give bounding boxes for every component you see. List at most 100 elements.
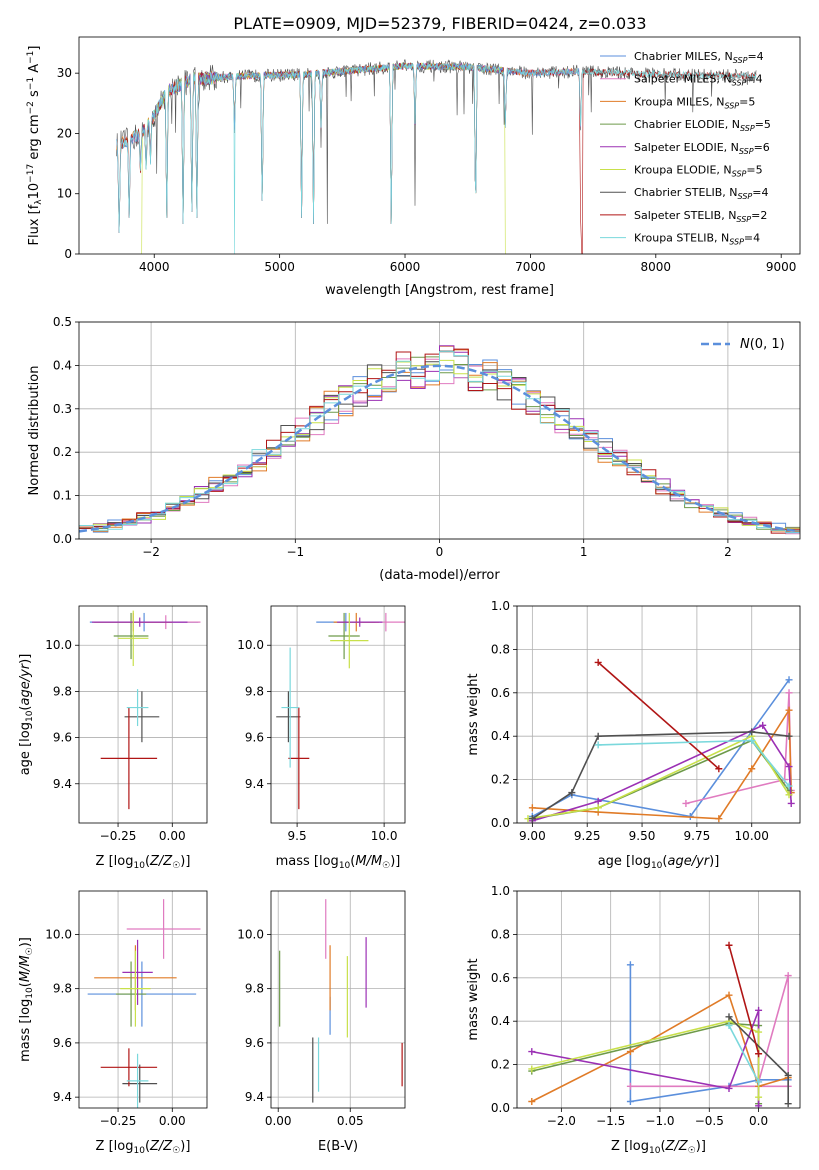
x-tick-label: −1.0 <box>645 1114 674 1128</box>
legend-entry: Kroupa STELIB, NSSP=4 <box>634 232 760 247</box>
weight-line <box>532 707 792 820</box>
x-tick-label: 1 <box>580 545 588 559</box>
weight-marker <box>725 991 733 999</box>
label-part: Salpeter MILES, N <box>634 73 732 86</box>
legend-entry: Chabrier STELIB, NSSP=4 <box>634 186 768 201</box>
label-part: 10 <box>651 861 663 871</box>
y-axis-label: age [log10(age/yr)] <box>18 654 35 776</box>
label-part: 10 <box>25 710 35 722</box>
label-part: s <box>27 90 42 101</box>
weight-marker <box>784 1100 792 1108</box>
weight-marker <box>528 804 536 812</box>
label-part: =4 <box>752 186 768 199</box>
axes-frame <box>270 890 406 1109</box>
weight-marker <box>785 791 793 799</box>
x-axis-label: Z [log10(Z/Z☉)] <box>611 1139 706 1156</box>
weight-marker <box>725 941 733 949</box>
x-tick-label: 9.50 <box>629 829 656 843</box>
legend-entry: Chabrier ELODIE, NSSP=5 <box>634 118 771 133</box>
plot-area <box>524 658 795 823</box>
label-part: SSP <box>729 238 744 247</box>
panel-mass_vs_EBV: 0.00 0.05 9.4 9.6 9.8 10.0 E(B-V) <box>237 890 406 1154</box>
weight-series-chabrier-stelib <box>528 728 793 823</box>
plot-area <box>116 59 757 254</box>
y-axis-label: Normed distribution <box>27 366 42 496</box>
label-part: age/yr <box>667 854 710 869</box>
label-part: N <box>740 337 750 352</box>
x-tick-label: 9000 <box>766 260 797 274</box>
label-part: SSP <box>740 124 755 133</box>
plot-area <box>79 345 800 539</box>
weight-marker <box>626 1097 634 1105</box>
weight-marker <box>755 1050 763 1058</box>
x-tick-label: 2 <box>724 545 732 559</box>
y-tick-label: 10.0 <box>45 638 72 652</box>
weight-marker <box>715 765 723 773</box>
x-axis-label: E(B-V) <box>318 1139 358 1154</box>
x-tick-label: −2 <box>142 545 160 559</box>
y-tick-label: 0.1 <box>53 489 72 503</box>
label-part: Z/Z <box>149 1139 173 1154</box>
weight-line <box>685 692 792 805</box>
label-part: SSP <box>736 215 751 224</box>
label-part: mass [log <box>276 854 339 869</box>
label-part: )] <box>696 1139 706 1154</box>
label-part: age/yr <box>18 662 33 705</box>
x-tick-label: 9.5 <box>288 829 307 843</box>
weight-line <box>532 679 790 818</box>
weight-series-salpeter-elodie <box>528 721 795 823</box>
axes-frame <box>270 605 406 824</box>
weight-marker <box>626 1082 634 1090</box>
label-part: A <box>27 64 42 77</box>
label-part: −1 <box>26 51 36 64</box>
axes-frame <box>78 321 801 540</box>
errorbar-chabrier-elodie <box>328 612 360 660</box>
weight-marker <box>594 732 602 740</box>
y-tick-label: 9.6 <box>245 731 264 745</box>
label-part: Chabrier STELIB, N <box>634 186 738 199</box>
label-part: SSP <box>738 192 753 201</box>
y-tick-label: 0.4 <box>491 1014 510 1028</box>
x-tick-label: 0 <box>436 545 444 559</box>
label-part: E(B-V) <box>318 1139 358 1154</box>
y-tick-label: 9.8 <box>245 684 264 698</box>
weight-line <box>728 945 760 1055</box>
weight-marker <box>528 1048 536 1056</box>
plot-area <box>279 899 403 1103</box>
legend-entry: Kroupa MILES, NSSP=5 <box>634 95 755 110</box>
label-part: ☉ <box>172 1146 180 1156</box>
x-tick-label: 7000 <box>515 260 546 274</box>
label-part: =5 <box>746 164 762 177</box>
errorbar-kroupa-elodie <box>330 612 369 669</box>
x-tick-label: 10.0 <box>371 829 398 843</box>
y-tick-label: 9.4 <box>53 777 72 791</box>
figure-title: PLATE=0909, MJD=52379, FIBERID=0424, z=0… <box>233 14 646 33</box>
weight-marker <box>528 815 536 823</box>
label-part: ( <box>145 1139 150 1154</box>
label-part: M/M <box>18 955 33 982</box>
label-part: 10 <box>25 987 35 999</box>
label-part: Z/Z <box>149 854 173 869</box>
y-tick-label: 9.8 <box>245 982 264 996</box>
legend-entry: Salpeter MILES, NSSP=4 <box>634 73 763 88</box>
legend-entry: Chabrier MILES, NSSP=4 <box>634 50 764 65</box>
label-part: −17 <box>26 164 36 183</box>
legend-entry: Salpeter ELODIE, NSSP=6 <box>634 141 770 156</box>
label-part: Chabrier MILES, N <box>634 50 733 63</box>
weight-line <box>728 1025 760 1083</box>
y-tick-label: 0.2 <box>491 1058 510 1072</box>
label-part: )] <box>180 1139 190 1154</box>
label-part: ( <box>18 982 33 987</box>
weight-series-kroupa-stelib <box>725 1022 763 1086</box>
weight-marker <box>785 732 793 740</box>
weight-line <box>527 735 790 820</box>
label-part: 10 <box>133 861 145 871</box>
x-tick-label: 10.00 <box>735 829 769 843</box>
weight-marker <box>755 1028 763 1036</box>
errorbar-salpeter-stelib <box>100 1048 158 1087</box>
x-axis-label: age [log10(age/yr)] <box>598 854 720 871</box>
y-tick-label: 9.4 <box>53 1090 72 1104</box>
weight-marker <box>626 1048 634 1056</box>
label-part: )] <box>18 937 33 947</box>
label-part: (0, 1) <box>750 337 785 352</box>
